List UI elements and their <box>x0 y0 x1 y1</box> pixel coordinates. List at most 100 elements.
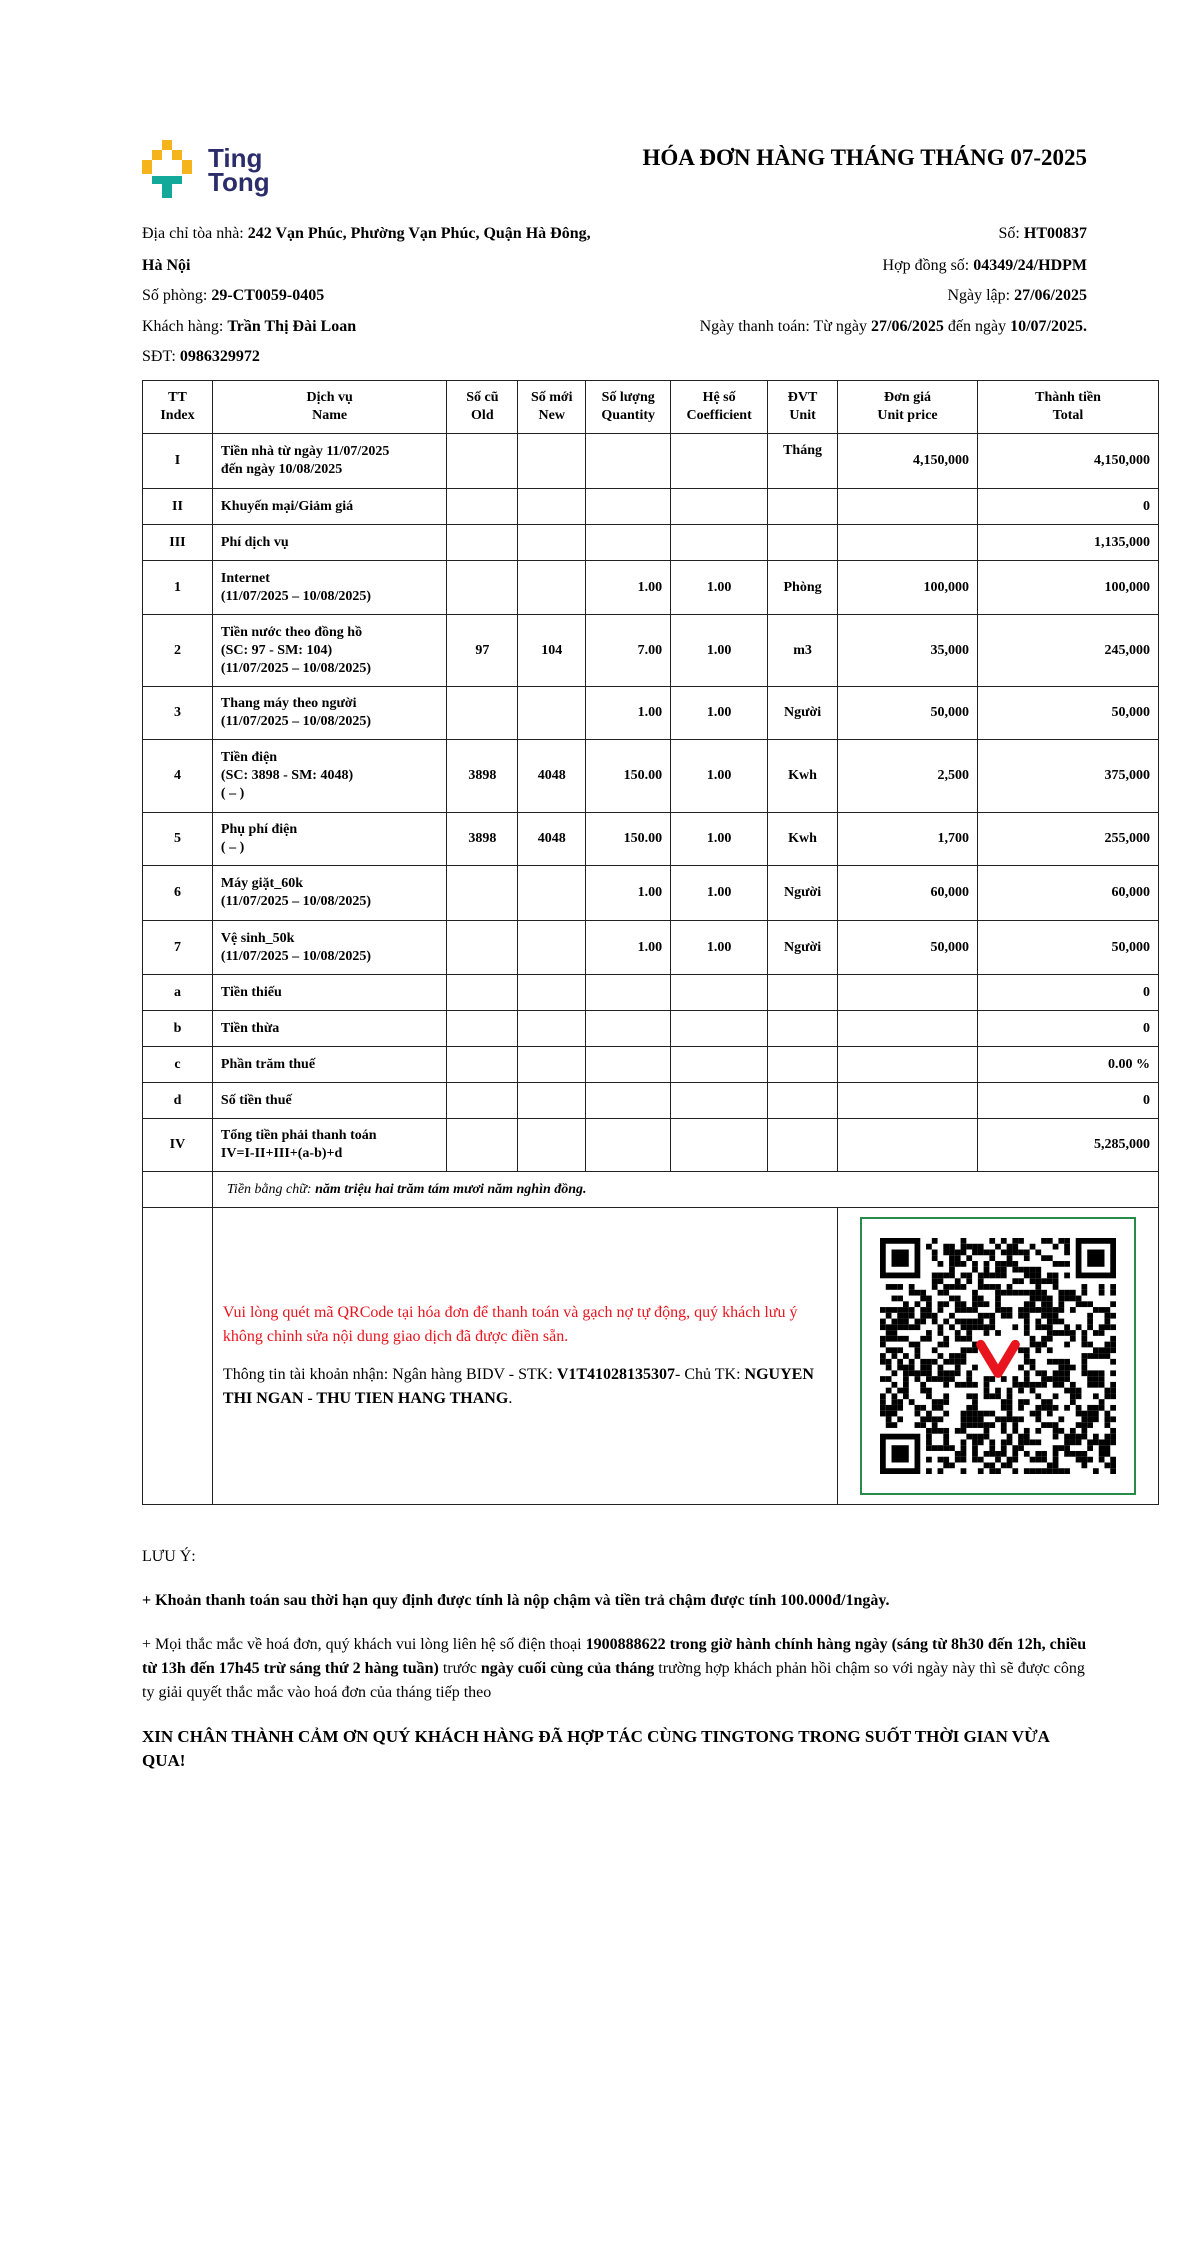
table-cell <box>670 1118 769 1172</box>
table-cell <box>837 1010 978 1047</box>
table-cell: Phụ phí điện( – ) <box>211 812 448 866</box>
table-cell: 100,000 <box>976 560 1160 615</box>
table-cell: II <box>142 488 213 525</box>
table-cell: a <box>142 974 213 1011</box>
table-cell: Kwh <box>767 812 839 866</box>
table-cell <box>446 488 519 525</box>
table-cell: IV <box>142 1118 213 1172</box>
table-cell <box>446 524 519 561</box>
table-cell <box>517 560 587 615</box>
customer-name: Khách hàng: Trần Thị Đài Loan <box>142 318 357 335</box>
table-cell: 0 <box>976 1082 1160 1119</box>
table-cell <box>837 488 978 525</box>
table-cell <box>517 1010 587 1047</box>
building-address-city: Hà Nội <box>142 257 191 274</box>
table-row: d Số tiền thuế 0 <box>142 1082 1160 1119</box>
amount-in-words-row: Tiền bằng chữ: năm triệu hai trăm tám mư… <box>142 1171 1160 1208</box>
table-cell: 7 <box>142 920 213 975</box>
table-cell: Tiền điện (SC: 3898 - SM: 4048)( – ) <box>211 739 448 813</box>
table-row: 4 Tiền điện (SC: 3898 - SM: 4048)( – ) 3898… <box>142 739 1160 813</box>
table-row: 2 Tiền nước theo đồng hồ (SC: 97 - SM: 104… <box>142 614 1160 687</box>
table-cell: Tiền thiếu <box>211 974 448 1011</box>
table-cell <box>446 1082 519 1119</box>
table-cell: Thang máy theo người (11/07/2025 – 10/08/… <box>211 686 448 740</box>
table-cell: 4,150,000 <box>976 433 1160 489</box>
table-cell: Máy giặt_60k (11/07/2025 – 10/08/2025) <box>211 865 448 921</box>
building-address: Địa chỉ tòa nhà: 242 Vạn Phúc, Phường Vạ… <box>142 225 591 242</box>
table-cell: Tiền nhà từ ngày 11/07/2025 đến ngày 10/0… <box>211 433 448 489</box>
customer-phone: SĐT: 0986329972 <box>142 348 260 365</box>
table-cell: 1.00 <box>670 560 769 615</box>
table-cell: 3898 <box>446 812 519 866</box>
table-cell: Internet (11/07/2025 – 10/08/2025) <box>211 560 448 615</box>
table-cell: 2 <box>142 614 213 687</box>
table-cell: 375,000 <box>976 739 1160 813</box>
table-row: c Phần trăm thuế 0.00 % <box>142 1046 1160 1083</box>
table-cell: 97 <box>446 614 519 687</box>
table-cell: 100,000 <box>837 560 978 615</box>
empty-cell <box>142 1171 213 1208</box>
table-cell <box>446 920 519 975</box>
qr-frame <box>860 1217 1136 1495</box>
table-cell <box>517 524 587 561</box>
invoice-title: HÓA ĐƠN HÀNG THÁNG THÁNG 07-2025 <box>642 145 1088 170</box>
table-cell: Số tiền thuế <box>211 1082 448 1119</box>
table-cell: Phòng <box>767 560 839 615</box>
table-cell <box>837 1082 978 1119</box>
table-cell <box>446 1010 519 1047</box>
table-cell <box>585 433 672 489</box>
table-cell: 1.00 <box>670 686 769 740</box>
table-cell: 4 <box>142 739 213 813</box>
table-cell <box>670 974 769 1011</box>
table-cell <box>837 1118 978 1172</box>
table-cell <box>517 974 587 1011</box>
logo-text-ting: Ting <box>208 143 263 173</box>
table-cell <box>517 488 587 525</box>
table-cell <box>446 686 519 740</box>
table-cell: Tiền nước theo đồng hồ (SC: 97 - SM: 104)… <box>211 614 448 687</box>
table-cell: Tiền thừa <box>211 1010 448 1047</box>
table-row: 5 Phụ phí điện( – ) 3898 4048 150.00 1.00 Kwh 1… <box>142 812 1160 866</box>
table-cell: 1 <box>142 560 213 615</box>
note-contact: + Mọi thắc mắc về hoá đơn, quý khách vui… <box>142 1636 1087 1701</box>
table-cell <box>585 1082 672 1119</box>
column-header: Số mới New <box>517 380 587 434</box>
table-cell: 50,000 <box>837 686 978 740</box>
table-cell <box>446 1046 519 1083</box>
table-row: III Phí dịch vụ 1,135,000 <box>142 524 1160 561</box>
table-cell: 2,500 <box>837 739 978 813</box>
payment-qr-code-icon[interactable] <box>880 1238 1116 1474</box>
tingtong-logo: Ting Tong <box>142 140 270 200</box>
table-cell <box>446 433 519 489</box>
table-cell: d <box>142 1082 213 1119</box>
table-cell: 104 <box>517 614 587 687</box>
table-cell: 50,000 <box>976 920 1160 975</box>
table-cell: 245,000 <box>976 614 1160 687</box>
qr-cell <box>837 1207 1159 1505</box>
table-cell: 50,000 <box>837 920 978 975</box>
table-cell: Phí dịch vụ <box>211 524 448 561</box>
table-cell <box>767 524 839 561</box>
table-cell <box>670 1082 769 1119</box>
table-cell <box>670 433 769 489</box>
table-cell: 150.00 <box>585 739 672 813</box>
table-cell: 5,285,000 <box>976 1118 1160 1172</box>
column-header: Số cũ Old <box>446 380 519 434</box>
table-cell <box>670 524 769 561</box>
table-cell: 1.00 <box>670 812 769 866</box>
table-cell <box>767 488 839 525</box>
table-cell <box>517 686 587 740</box>
table-cell: 3898 <box>446 739 519 813</box>
table-cell <box>767 1046 839 1083</box>
table-cell <box>446 865 519 921</box>
table-cell <box>517 1046 587 1083</box>
table-cell: b <box>142 1010 213 1047</box>
column-header: ĐVT Unit <box>767 380 839 434</box>
table-row: II Khuyến mại/Giảm giá 0 <box>142 488 1160 525</box>
table-row: a Tiền thiếu 0 <box>142 974 1160 1011</box>
column-header: TT Index <box>142 380 213 434</box>
column-header: Số lượng Quantity <box>585 380 672 434</box>
table-cell <box>670 488 769 525</box>
table-cell: 3 <box>142 686 213 740</box>
table-cell: 60,000 <box>976 865 1160 921</box>
